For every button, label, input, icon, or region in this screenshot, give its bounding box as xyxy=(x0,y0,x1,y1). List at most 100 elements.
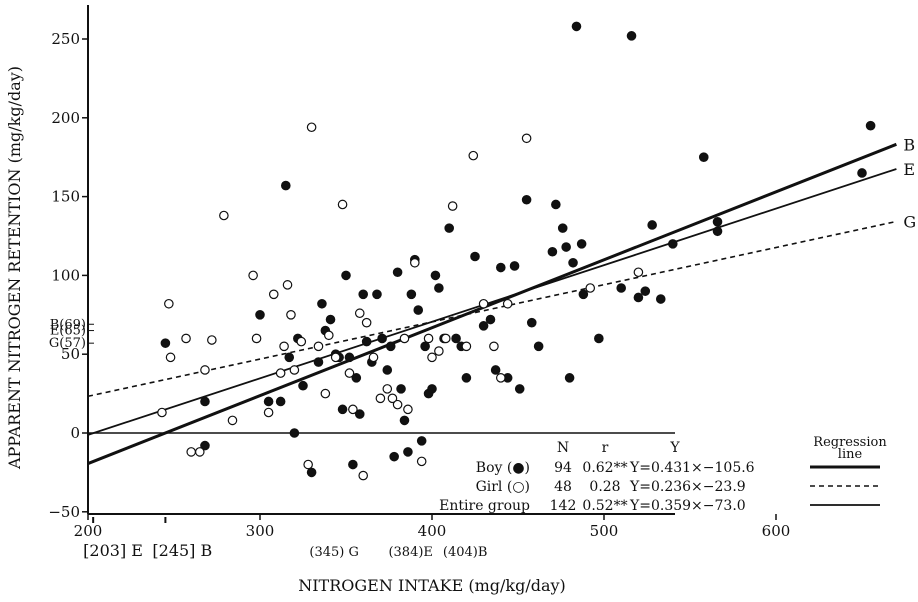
y-tick-label: 250 xyxy=(51,30,80,48)
girl-point xyxy=(313,341,324,352)
boy-point xyxy=(551,199,561,210)
legend-col-n: N xyxy=(557,440,569,456)
boy-point xyxy=(317,298,327,309)
girl-point xyxy=(440,333,451,344)
girl-point xyxy=(468,150,479,161)
legend-row-n: 48 xyxy=(554,479,572,495)
girl-point xyxy=(306,122,317,133)
girl-point xyxy=(165,352,176,363)
legend-row-eq: Y=0.359×−73.0 xyxy=(629,498,746,514)
x-tick-label: 600 xyxy=(762,522,791,540)
girl-point xyxy=(279,341,289,352)
girl-point xyxy=(348,404,358,415)
x-tick-label: 200 xyxy=(74,522,103,540)
legend-row-n: 94 xyxy=(554,460,572,476)
data-points xyxy=(157,21,876,481)
girl-point xyxy=(368,352,379,363)
y-tick-label: 150 xyxy=(51,188,80,206)
boy-point xyxy=(344,352,355,363)
girl-point xyxy=(375,393,386,404)
girl-point xyxy=(207,335,217,345)
girl-point xyxy=(289,365,300,375)
girl-point xyxy=(434,346,444,356)
axes: −50 0 50 100 150 200 250 200 300 400 500 600 NITROGE… xyxy=(5,5,790,595)
boy-point xyxy=(430,270,441,281)
girl-point xyxy=(303,459,313,470)
legend-row-r: 0.28 xyxy=(589,479,620,495)
boy-point xyxy=(200,440,210,451)
girl-point xyxy=(344,368,355,378)
girl-point xyxy=(392,399,403,410)
boy-point xyxy=(263,396,274,407)
girl-point xyxy=(478,298,489,309)
boy-point xyxy=(655,294,666,304)
regression-line-E xyxy=(87,168,897,436)
boy-point xyxy=(399,415,410,426)
boy-point xyxy=(495,262,506,273)
legend-row-r: 0.52** xyxy=(582,498,627,514)
boy-point xyxy=(626,31,637,41)
boy-point xyxy=(434,283,444,293)
regression-line-B xyxy=(87,142,897,465)
legend-col-line: line xyxy=(838,447,863,462)
boy-point xyxy=(396,384,406,394)
legend-col-y: Y xyxy=(669,440,680,456)
x-tick-label: 400 xyxy=(418,522,447,540)
boy-point xyxy=(533,341,544,352)
regression-line-G xyxy=(87,220,897,398)
girl-point xyxy=(423,333,434,344)
y-tick-label: 50 xyxy=(61,345,80,363)
boy-point xyxy=(485,314,496,325)
girl-point xyxy=(489,341,499,352)
girl-point xyxy=(427,352,437,363)
boy-point xyxy=(337,404,348,415)
boy-point xyxy=(470,251,480,262)
boy-point xyxy=(420,341,430,352)
boy-point xyxy=(289,428,300,438)
boy-point xyxy=(712,226,723,237)
boy-point xyxy=(490,365,501,375)
girl-point xyxy=(330,352,341,363)
girl-point xyxy=(282,280,293,290)
boy-point xyxy=(557,223,568,233)
boy-point xyxy=(865,120,876,131)
girl-point xyxy=(195,447,205,457)
boy-point xyxy=(389,451,399,462)
boy-point xyxy=(712,217,723,227)
girl-point xyxy=(585,283,596,293)
x-tick-label: 300 xyxy=(246,522,275,540)
boy-point xyxy=(640,286,651,296)
x-annotation-label: (384)E xyxy=(388,545,432,560)
girl-point xyxy=(382,384,393,394)
boy-point xyxy=(406,289,417,300)
boy-point xyxy=(568,257,578,268)
y-tick-label: 200 xyxy=(51,109,80,127)
girl-point xyxy=(181,333,191,344)
boy-point xyxy=(325,314,336,325)
boy-point xyxy=(561,242,571,252)
legend-row-eq: Y=0.236×−23.9 xyxy=(629,479,746,495)
girl-point xyxy=(296,336,307,347)
girl-point xyxy=(251,333,262,344)
legend-row-label: Entire group xyxy=(439,498,530,514)
regression-line-label: E xyxy=(903,160,915,179)
girl-point xyxy=(227,415,238,426)
y-tick-label: 0 xyxy=(70,424,80,442)
girl-point xyxy=(521,133,532,144)
girl-point xyxy=(447,201,458,211)
boy-point xyxy=(392,267,403,278)
boy-point xyxy=(306,467,317,478)
boy-point xyxy=(275,396,286,407)
boy-point xyxy=(509,261,520,271)
boy-point xyxy=(298,380,308,391)
legend-row-label: Girl (○) xyxy=(476,479,530,495)
girl-point xyxy=(248,270,258,281)
y-annotation-label: G(57) xyxy=(49,336,86,351)
girl-point xyxy=(200,365,210,375)
boy-point xyxy=(578,289,589,300)
boy-point xyxy=(377,333,387,344)
girl-point xyxy=(387,393,398,404)
girl-point xyxy=(399,333,410,344)
boy-point xyxy=(564,373,575,383)
